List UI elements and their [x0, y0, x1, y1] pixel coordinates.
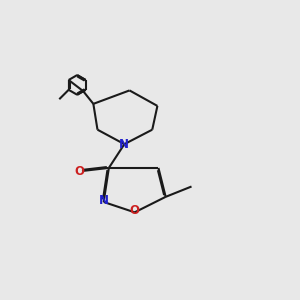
Text: O: O — [130, 204, 140, 217]
Text: O: O — [75, 164, 85, 178]
Text: N: N — [119, 138, 129, 151]
Text: N: N — [99, 194, 109, 207]
